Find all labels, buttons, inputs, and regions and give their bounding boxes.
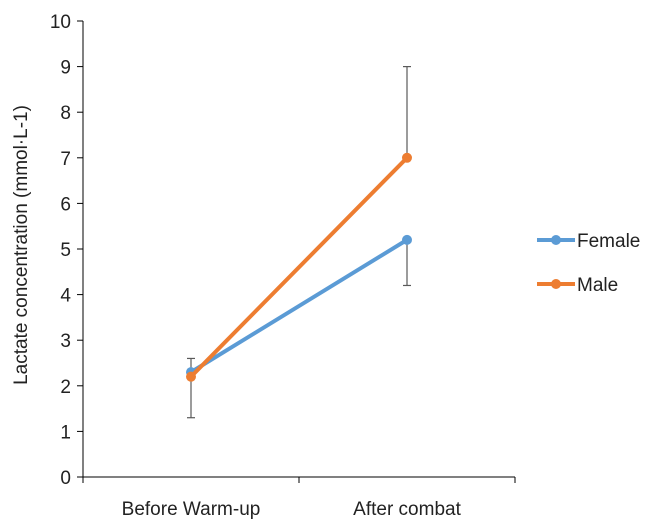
error-bars	[187, 65, 411, 419]
y-tick-label: 1	[60, 422, 71, 443]
data-point-male	[186, 371, 196, 382]
legend-label-male: Male	[577, 275, 618, 296]
y-tick-label: 4	[60, 286, 71, 307]
axes	[82, 21, 515, 478]
x-ticks: Before Warm-up After combat	[82, 477, 516, 520]
y-tick-label: 3	[60, 331, 71, 352]
x-tick-label: Before Warm-up	[122, 499, 261, 520]
y-tick-label: 2	[60, 377, 71, 398]
legend: Female Male	[537, 231, 640, 296]
legend-marker-female	[551, 235, 561, 245]
series-line-female	[189, 237, 409, 375]
y-tick-label: 7	[60, 149, 71, 170]
y-axis-label: Lactate concentration (mmol·L-1)	[11, 105, 32, 385]
y-tick-label: 0	[60, 468, 71, 489]
data-point-male	[402, 152, 412, 163]
y-tick-label: 10	[50, 12, 71, 33]
x-tick-label: After combat	[353, 499, 461, 520]
y-tick-label: 9	[60, 58, 71, 79]
series-lines	[186, 152, 412, 382]
series-line-male	[189, 155, 409, 379]
data-point-female	[402, 234, 412, 245]
y-tick-label: 6	[60, 194, 71, 215]
y-tick-label: 5	[60, 240, 71, 261]
y-ticks: 0 1 2 3 4 5 6 7 8 9 10	[50, 12, 83, 489]
legend-label-female: Female	[577, 231, 640, 252]
y-tick-label: 8	[60, 103, 71, 124]
legend-marker-male	[551, 279, 561, 289]
